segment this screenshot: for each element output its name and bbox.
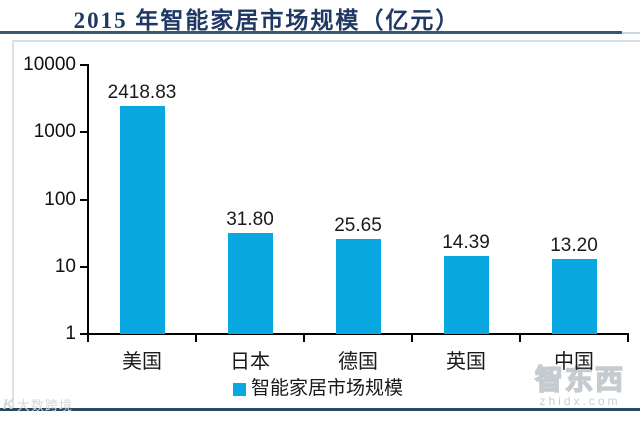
watermark-dashu: K 大数跨境 xyxy=(3,395,73,414)
watermark-dashu-logo: K xyxy=(3,396,14,413)
watermark-zhidx-url: zhidx.com xyxy=(539,394,621,408)
panel-frame-left xyxy=(12,40,14,408)
category-label-3: 英国 xyxy=(446,351,486,373)
value-label-1: 31.80 xyxy=(226,208,274,230)
watermark-zhidx-cn: 智东西 xyxy=(534,365,625,397)
value-label-4: 13.20 xyxy=(550,234,598,256)
x-axis-line xyxy=(86,333,629,335)
legend: 智能家居市场规模 xyxy=(233,379,403,399)
bar-2 xyxy=(335,239,381,334)
title-underline xyxy=(0,31,622,34)
value-label-2: 25.65 xyxy=(334,215,382,237)
legend-label: 智能家居市场规模 xyxy=(251,378,404,399)
x-axis-tick xyxy=(519,334,521,342)
y-tick-label: 100 xyxy=(44,188,76,210)
category-label-0: 美国 xyxy=(122,351,162,373)
bar-4 xyxy=(551,258,597,334)
legend-swatch xyxy=(233,382,246,396)
watermark-dashu-text: 大数跨境 xyxy=(16,398,73,413)
y-tick-label: 1000 xyxy=(33,121,76,143)
category-label-2: 德国 xyxy=(338,351,378,373)
watermark-zhidx: 智东西 zhidx.com xyxy=(524,365,636,408)
x-axis-tick xyxy=(627,334,629,342)
title-underline-tail xyxy=(622,32,640,34)
y-axis-tick xyxy=(80,198,88,201)
bottom-rule xyxy=(0,408,640,411)
bar-0 xyxy=(119,106,165,334)
panel-frame-top xyxy=(12,40,640,42)
y-axis-line xyxy=(87,64,89,335)
x-axis-tick xyxy=(195,334,197,342)
y-tick-label: 1 xyxy=(65,323,76,344)
chart-title: 2015 年智能家居市场规模（亿元） xyxy=(73,8,461,33)
x-axis-tick xyxy=(411,334,413,342)
value-label-0: 2418.83 xyxy=(107,82,177,104)
bar-1 xyxy=(227,232,273,334)
y-axis-tick xyxy=(80,333,88,335)
y-axis-tick xyxy=(80,64,88,66)
y-axis-tick xyxy=(80,131,88,134)
category-label-4: 中国 xyxy=(554,351,594,373)
value-label-3: 14.39 xyxy=(442,232,490,254)
x-axis-tick xyxy=(87,334,89,342)
y-tick-label: 10000 xyxy=(23,54,76,75)
y-axis-tick xyxy=(80,265,88,268)
category-label-1: 日本 xyxy=(230,351,270,373)
x-axis-tick xyxy=(303,334,305,342)
y-tick-label: 10 xyxy=(54,255,76,277)
bar-3 xyxy=(443,256,489,334)
